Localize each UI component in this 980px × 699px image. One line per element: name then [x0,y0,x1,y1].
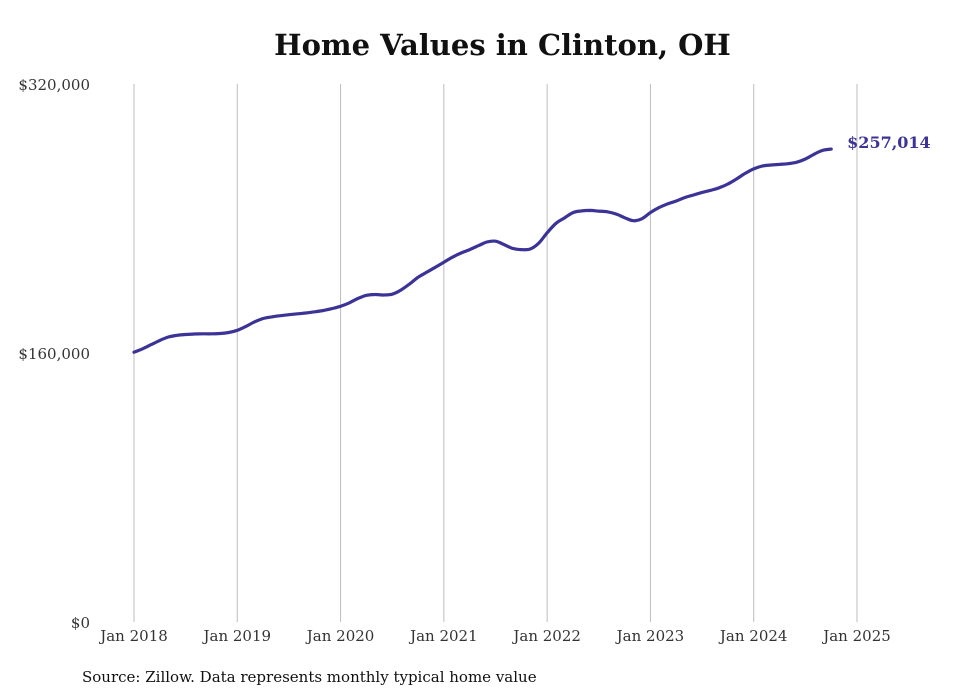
series-line [132,147,833,354]
y-tick-label: $0 [71,614,90,632]
y-tick-label: $320,000 [18,76,90,94]
x-axis-ticks: Jan 2018 Jan 2019 Jan 2020 Jan 2021 Jan 2022… [98,627,891,645]
x-tick-label: Jan 2019 [202,627,272,645]
y-axis-ticks: $0 $160,000 $320,000 [18,76,90,632]
x-tick-label: Jan 2021 [408,627,478,645]
x-tick-label: Jan 2020 [305,627,375,645]
y-tick-label: $160,000 [18,345,90,363]
x-tick-label: Jan 2018 [98,627,168,645]
grid-lines [133,84,858,622]
x-tick-label: Jan 2023 [615,627,685,645]
end-value-label: $257,014 [847,133,931,152]
chart-title: Home Values in Clinton, OH [274,28,731,62]
x-tick-label: Jan 2025 [821,627,891,645]
x-tick-label: Jan 2024 [718,627,788,645]
source-note: Source: Zillow. Data represents monthly … [82,668,537,686]
x-tick-label: Jan 2022 [511,627,581,645]
